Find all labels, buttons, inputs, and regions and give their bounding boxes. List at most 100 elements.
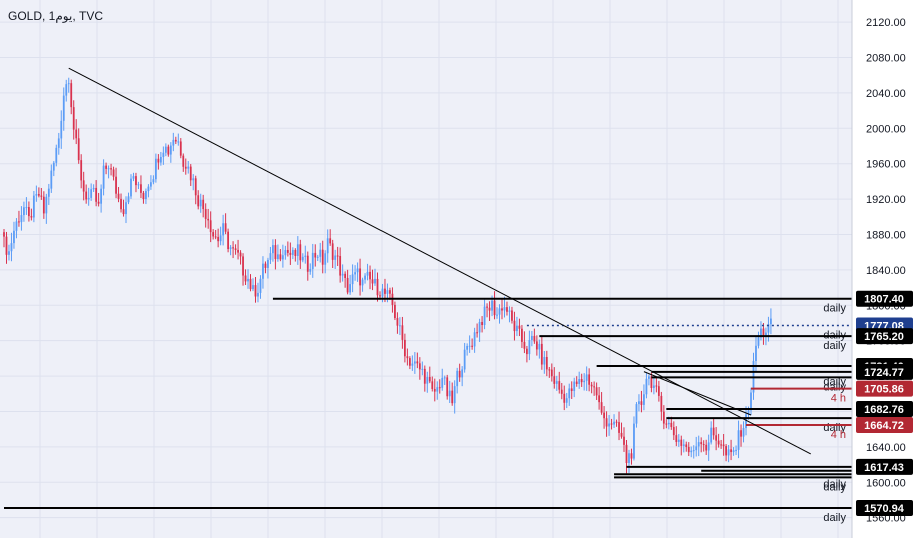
candle-body: [381, 288, 384, 297]
candle-body: [239, 252, 242, 257]
candle-body: [159, 156, 162, 163]
candle-body: [516, 325, 518, 332]
candle-body: [650, 376, 653, 388]
candle-body: [18, 221, 20, 223]
candle-body: [169, 145, 172, 155]
candle-body: [538, 343, 541, 350]
candle-body: [296, 244, 299, 256]
candle-body: [92, 187, 95, 190]
candle-body: [418, 363, 421, 370]
candle-body: [70, 83, 73, 108]
candle-body: [291, 249, 294, 255]
candle-body: [498, 308, 501, 315]
candle-body: [354, 272, 356, 275]
candle-body: [662, 411, 665, 424]
price-label-box: [856, 416, 913, 433]
candle-body: [197, 195, 200, 207]
candle-body: [687, 446, 690, 453]
candle-body: [712, 427, 715, 436]
candle-body: [486, 306, 488, 308]
candle-body: [267, 259, 269, 268]
candle-body: [187, 166, 190, 169]
candle-body: [665, 423, 668, 425]
candle-body: [279, 254, 282, 260]
candle-body: [677, 439, 680, 442]
price-axis[interactable]: 2120.00 2080.00 2040.00 2000.00 1960.00 1920.…: [851, 0, 906, 538]
candle-body: [565, 398, 568, 403]
candle-body: [65, 84, 68, 96]
candle-body: [426, 376, 429, 384]
candle-body: [351, 274, 354, 285]
candle-body: [441, 377, 444, 388]
candle-body: [299, 244, 302, 261]
candle-body: [269, 253, 272, 260]
candle-body: [702, 444, 705, 446]
y-tick-label: 1600.00: [866, 477, 906, 489]
candle-body: [232, 247, 234, 249]
candle-body: [755, 345, 757, 361]
candle-body: [281, 255, 284, 260]
candle-body: [550, 369, 553, 377]
symbol-title[interactable]: GOLD, 1يوم, TVC: [8, 9, 103, 23]
candle-body: [309, 268, 312, 272]
candle-body: [680, 439, 683, 446]
candle-body: [306, 255, 309, 272]
candle-body: [535, 341, 538, 350]
candle-body: [244, 275, 247, 282]
candle-body: [740, 430, 742, 437]
candle-body: [95, 187, 98, 202]
candle-body: [608, 423, 610, 427]
candle-body: [127, 196, 130, 203]
candle-body: [575, 381, 578, 384]
candle-body: [633, 423, 635, 459]
candle-body: [311, 252, 314, 269]
candle-body: [252, 285, 254, 290]
candle-body: [50, 170, 53, 189]
candle-body: [483, 306, 486, 326]
candle-body: [100, 188, 103, 204]
candle-body: [762, 328, 765, 336]
candle-body: [122, 209, 125, 215]
candle-body: [209, 220, 212, 233]
candle-body: [406, 356, 409, 359]
candle-body: [433, 388, 436, 392]
candle-body: [598, 395, 601, 403]
candle-body: [672, 427, 675, 436]
candle-body: [548, 369, 551, 371]
candle-body: [570, 388, 573, 392]
candle-body: [23, 207, 25, 216]
candle-body: [117, 193, 120, 199]
candle-body: [154, 158, 157, 180]
price-label-box: [856, 290, 913, 307]
candle-body: [436, 387, 439, 392]
candle-body: [301, 256, 304, 261]
level-line-tag: daily: [823, 478, 846, 490]
candle-body: [526, 348, 528, 355]
candle-body: [227, 231, 229, 250]
candle-body: [715, 435, 718, 441]
candle-body: [585, 374, 588, 381]
candle-body: [85, 191, 88, 200]
level-line-tag: daily: [823, 381, 846, 393]
price-label: 1664.72: [864, 420, 904, 432]
candle-body: [132, 176, 135, 179]
candle-body: [553, 376, 556, 384]
candle-body: [15, 221, 18, 231]
price-label-box: [856, 328, 913, 345]
candle-body: [140, 184, 142, 193]
candle-body: [506, 307, 508, 312]
candle-body: [329, 238, 332, 244]
candle-body: [401, 325, 404, 340]
candle-body: [167, 146, 170, 155]
candle-body: [336, 255, 339, 257]
level-line-tag: 4 h: [831, 393, 846, 405]
candle-body: [371, 279, 374, 284]
candle-body: [421, 368, 424, 370]
candle-body: [304, 255, 307, 257]
candle-body: [60, 120, 63, 139]
candle-body: [326, 238, 329, 254]
candle-body: [533, 335, 536, 342]
candle-body: [157, 158, 160, 163]
